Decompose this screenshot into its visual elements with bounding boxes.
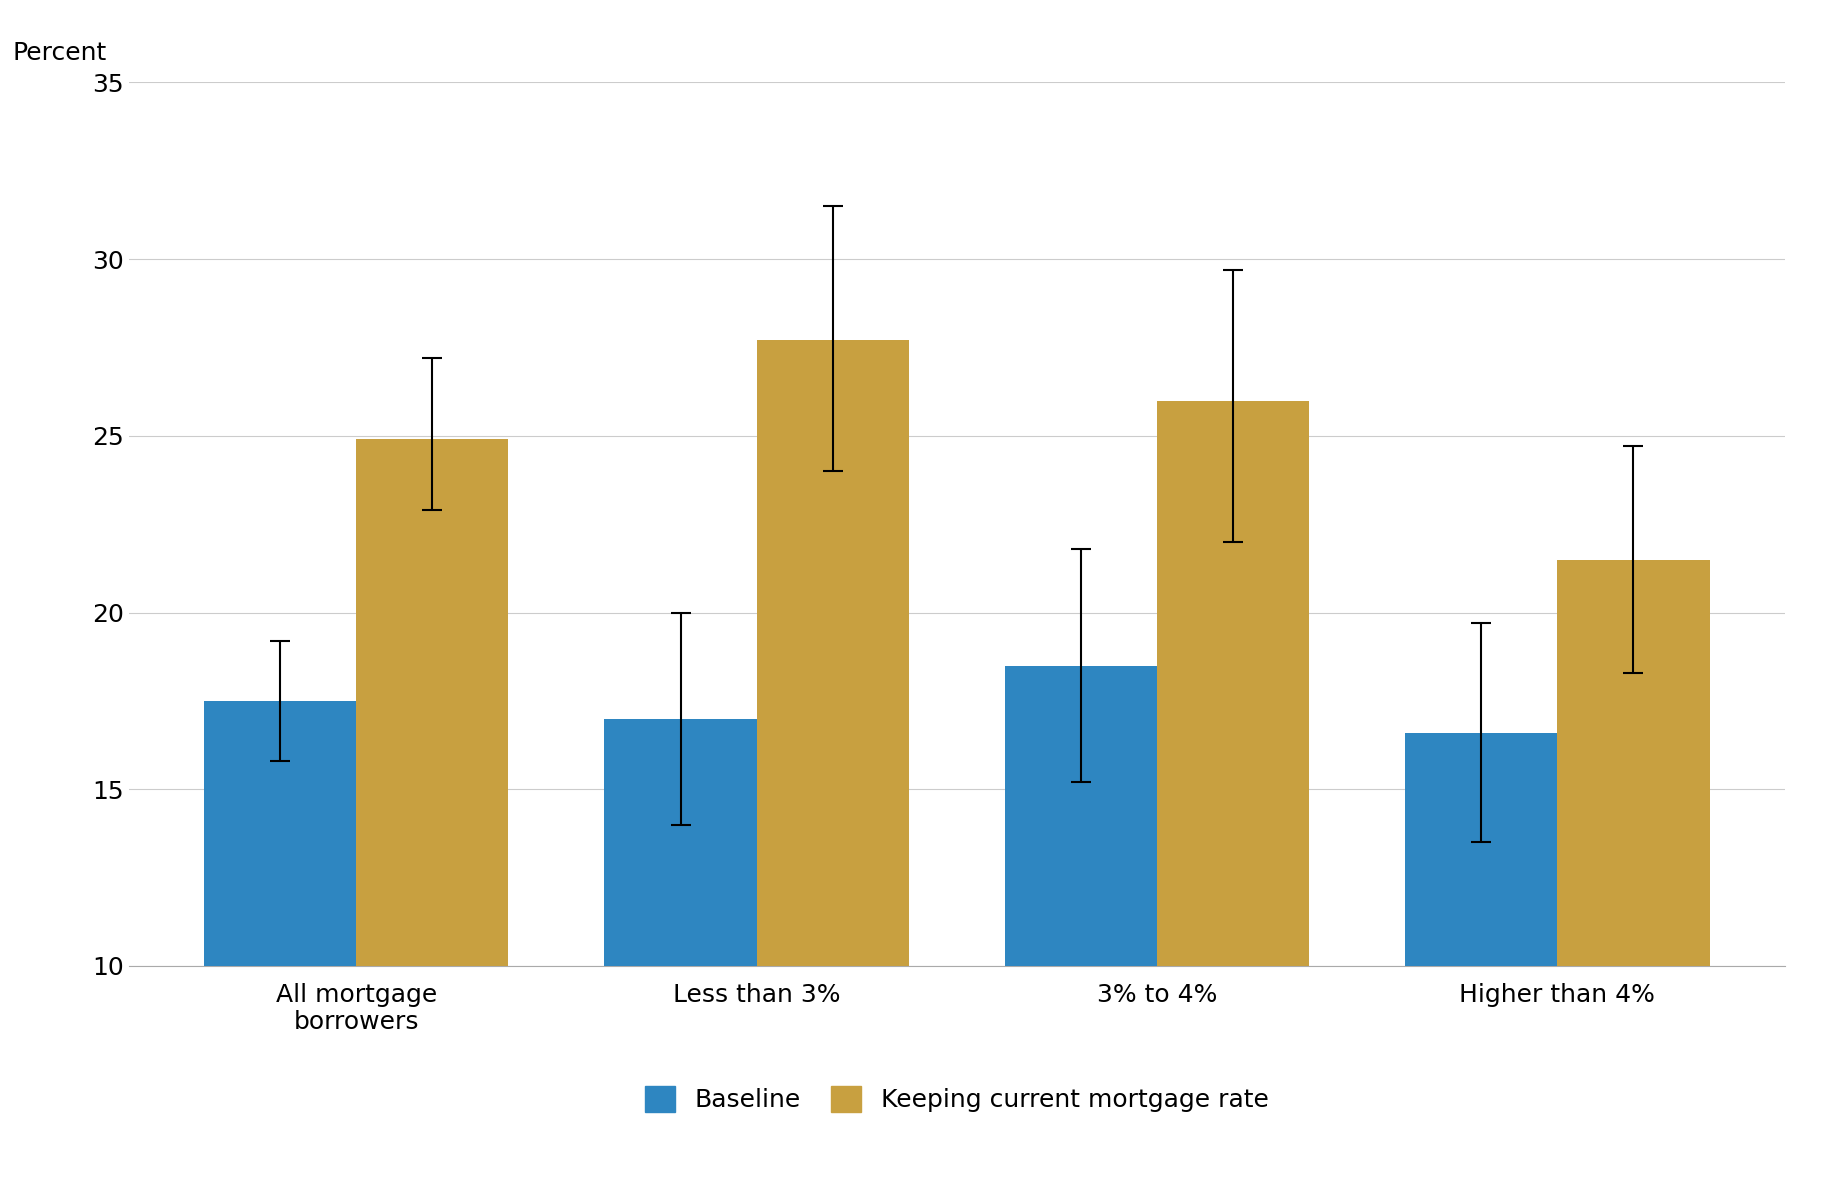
Bar — [1157, 401, 1308, 966]
Bar — [1405, 733, 1556, 966]
Bar — [756, 340, 908, 966]
Text: Percent: Percent — [13, 41, 107, 65]
Bar — [1556, 560, 1708, 966]
Bar — [357, 439, 508, 966]
Bar — [1004, 666, 1157, 966]
Bar — [204, 701, 357, 966]
Legend: Baseline, Keeping current mortgage rate: Baseline, Keeping current mortgage rate — [644, 1086, 1269, 1112]
Bar — [605, 719, 756, 966]
